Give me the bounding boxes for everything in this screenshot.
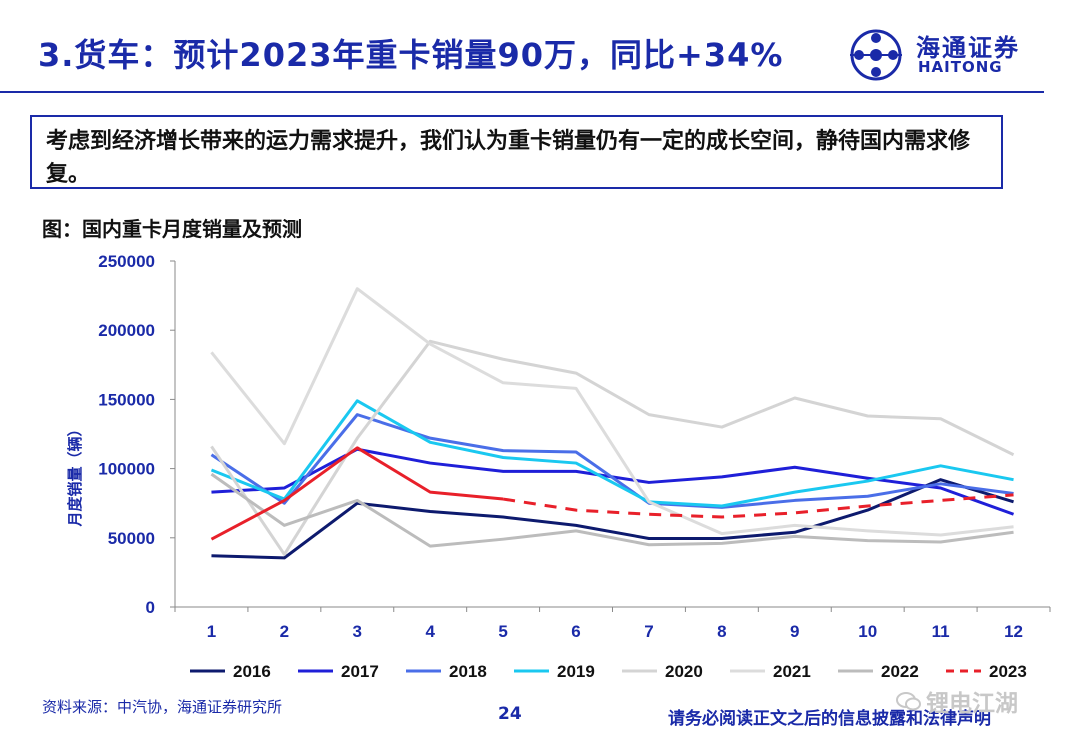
x-tick-label: 3 (353, 622, 362, 641)
series-line-2022 (210, 472, 1014, 548)
haitong-emblem-icon (850, 29, 902, 81)
series-line-2023-forecast (502, 493, 1014, 519)
legend-label-2018: 2018 (449, 662, 487, 681)
series-line-2018 (210, 413, 1014, 509)
series-line-2019 (210, 399, 1014, 508)
x-tick-label: 11 (932, 622, 950, 641)
legend-label-2020: 2020 (665, 662, 703, 681)
series-line-2021 (210, 287, 1014, 537)
y-tick-label: 50000 (108, 529, 155, 548)
logo-en-text: HAITONG (918, 58, 1003, 76)
legend-label-2021: 2021 (773, 662, 811, 681)
y-tick-label: 250000 (98, 252, 155, 271)
legend-label-2023: 2023 (989, 662, 1027, 681)
watermark-text: 锂电江湖 (926, 691, 1018, 717)
x-tick-label: 10 (858, 622, 877, 641)
header-divider (0, 91, 1044, 93)
callout-box: 考虑到经济增长带来的运力需求提升，我们认为重卡销量仍有一定的成长空间，静待国内需… (30, 115, 1003, 189)
haitong-logo: 海通证券 HAITONG (848, 28, 1043, 82)
logo-cn-text: 海通证券 (916, 33, 1020, 62)
x-tick-label: 2 (280, 622, 289, 641)
x-tick-label: 12 (1004, 622, 1023, 641)
y-tick-label: 100000 (98, 460, 155, 479)
x-tick-label: 5 (498, 622, 507, 641)
x-tick-label: 4 (425, 622, 435, 641)
y-tick-label: 150000 (98, 390, 155, 409)
page-number: 24 (498, 704, 522, 724)
x-tick-label: 7 (644, 622, 653, 641)
x-tick-label: 6 (571, 622, 580, 641)
page-title: 3.货车：预计2023年重卡销量90万，同比+34% (38, 36, 784, 74)
series-line-2023-actual (210, 446, 504, 541)
x-tick-label: 8 (717, 622, 726, 641)
legend-label-2022: 2022 (881, 662, 919, 681)
legend-label-2019: 2019 (557, 662, 595, 681)
legend-label-2016: 2016 (233, 662, 271, 681)
y-tick-label: 200000 (98, 321, 155, 340)
x-tick-label: 1 (207, 622, 216, 641)
disclaimer: 请务必阅读正文之后的信息披露和法律声明 (668, 709, 991, 729)
source-note: 资料来源：中汽协，海通证券研究所 (42, 698, 283, 716)
wechat-icon (896, 692, 921, 711)
x-tick-label: 9 (790, 622, 799, 641)
y-tick-label: 0 (146, 598, 155, 617)
chart-caption: 图：国内重卡月度销量及预测 (42, 217, 302, 241)
legend-label-2017: 2017 (341, 662, 379, 681)
y-axis-label: 月度销量（辆） (66, 421, 84, 527)
